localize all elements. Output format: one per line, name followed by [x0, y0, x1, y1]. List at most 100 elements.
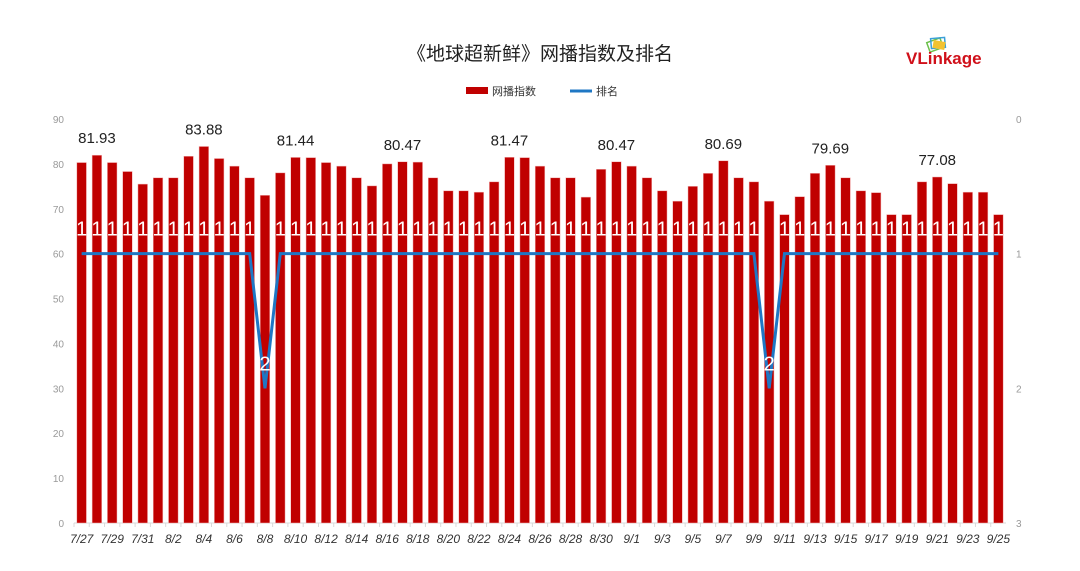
rank-data-label: 1 — [137, 219, 148, 241]
rank-data-label: 1 — [168, 219, 179, 241]
bar — [886, 214, 897, 524]
rank-data-label: 1 — [733, 219, 744, 241]
rank-data-label: 1 — [794, 219, 805, 241]
bar — [641, 177, 653, 524]
rank-data-label: 1 — [152, 219, 163, 241]
bar — [809, 173, 821, 524]
rank-data-label: 1 — [229, 219, 240, 241]
bar — [183, 156, 194, 524]
rank-data-label: 1 — [626, 219, 637, 241]
legend-label-rank: 排名 — [596, 84, 618, 98]
rank-data-label: 1 — [809, 219, 820, 241]
rank-data-label: 1 — [122, 219, 133, 241]
x-tick-label: 9/5 — [684, 532, 701, 546]
rank-data-label: 1 — [305, 219, 316, 241]
bar — [626, 165, 637, 524]
bar — [534, 165, 546, 524]
rank-data-label: 1 — [565, 219, 576, 241]
bar — [412, 161, 423, 524]
rank-data-label: 1 — [458, 219, 469, 241]
rank-data-label: 1 — [687, 219, 698, 241]
rank-data-label: 1 — [76, 219, 87, 241]
bar — [657, 190, 668, 524]
y-tick-label: 10 — [53, 474, 65, 485]
bar-data-label: 81.93 — [78, 130, 116, 147]
bar — [794, 196, 805, 524]
bar — [596, 169, 607, 524]
bar-data-label: 77.08 — [918, 152, 956, 169]
rank-data-label: 1 — [382, 219, 393, 241]
x-tick-label: 8/28 — [559, 532, 583, 546]
bar — [382, 163, 393, 524]
rank-data-label: 1 — [473, 219, 484, 241]
rank-data-label: 1 — [550, 219, 561, 241]
rank-line — [81, 252, 999, 389]
y-tick-label: 20 — [53, 429, 65, 440]
bar — [305, 157, 316, 524]
x-tick-label: 9/1 — [623, 532, 640, 546]
x-tick-label: 8/18 — [406, 532, 430, 546]
x-tick-label: 8/30 — [589, 532, 613, 546]
rank-data-label: 1 — [366, 219, 377, 241]
bar — [137, 183, 148, 524]
x-tick-label: 8/4 — [196, 532, 213, 546]
y-axis-right: 0 1 2 3 — [1016, 115, 1022, 530]
bar — [473, 191, 484, 524]
rank-data-label: 1 — [244, 219, 255, 241]
bar — [779, 214, 790, 524]
bar — [427, 177, 439, 524]
rank-data-label: 1 — [534, 219, 545, 241]
bar — [91, 154, 102, 524]
rank-data-label: 1 — [748, 219, 759, 241]
x-tick-label: 9/23 — [956, 532, 980, 546]
x-tick-label: 8/10 — [284, 532, 308, 546]
bar-data-label: 81.47 — [491, 132, 529, 149]
bar — [351, 177, 362, 524]
bar — [107, 162, 118, 524]
x-tick-label: 9/7 — [715, 532, 733, 546]
rank-data-label: 1 — [580, 219, 591, 241]
x-tick-label: 7/31 — [131, 532, 154, 546]
rank-data-label: 1 — [932, 219, 943, 241]
rank-data-label: 1 — [871, 219, 882, 241]
bar — [748, 181, 759, 524]
rank-data-label: 1 — [412, 219, 423, 241]
x-tick-label: 9/15 — [834, 532, 858, 546]
rank-data-label: 1 — [351, 219, 362, 241]
bar — [275, 172, 286, 524]
rank-data-label: 1 — [321, 219, 332, 241]
y2-tick-label: 3 — [1016, 519, 1022, 530]
bar — [321, 162, 332, 524]
rank-data-label: 1 — [947, 219, 958, 241]
rank-data-label: 1 — [519, 219, 530, 241]
rank-data-label: 1 — [657, 219, 668, 241]
y2-tick-label: 1 — [1016, 250, 1022, 261]
bar — [871, 192, 882, 524]
rank-data-label: 1 — [214, 219, 225, 241]
bar — [978, 191, 989, 524]
y-tick-label: 40 — [53, 339, 65, 350]
rank-data-label: 1 — [916, 219, 927, 241]
x-tick-label: 9/25 — [987, 532, 1011, 546]
rank-data-label: 1 — [641, 219, 652, 241]
bar — [229, 165, 240, 524]
legend: 网播指数 排名 — [466, 84, 618, 98]
x-tick-label: 8/22 — [467, 532, 491, 546]
bar — [855, 190, 866, 524]
y-tick-label: 60 — [53, 250, 65, 261]
rank-data-label: 1 — [504, 219, 515, 241]
bar — [611, 161, 622, 524]
rank-series: 1 1 1 1 1 1 1 1 1 1 1 121 1 1 1 1 1 1 1 1 1 1 1 1 1 1 1 1 1 1 1 1 1 1 1 1 1 1… — [76, 219, 1004, 389]
rank-data-label: 1 — [825, 219, 836, 241]
bar — [687, 186, 698, 524]
bar — [290, 157, 301, 524]
legend-label-index: 网播指数 — [492, 84, 536, 98]
y2-tick-label: 2 — [1016, 384, 1022, 395]
bar — [504, 157, 515, 524]
x-tick-label: 8/26 — [528, 532, 552, 546]
y-tick-label: 80 — [53, 160, 65, 171]
bar — [519, 157, 530, 524]
bar-data-label: 81.44 — [277, 132, 315, 149]
rank-data-label: 1 — [672, 219, 683, 241]
x-tick-label: 8/20 — [437, 532, 461, 546]
